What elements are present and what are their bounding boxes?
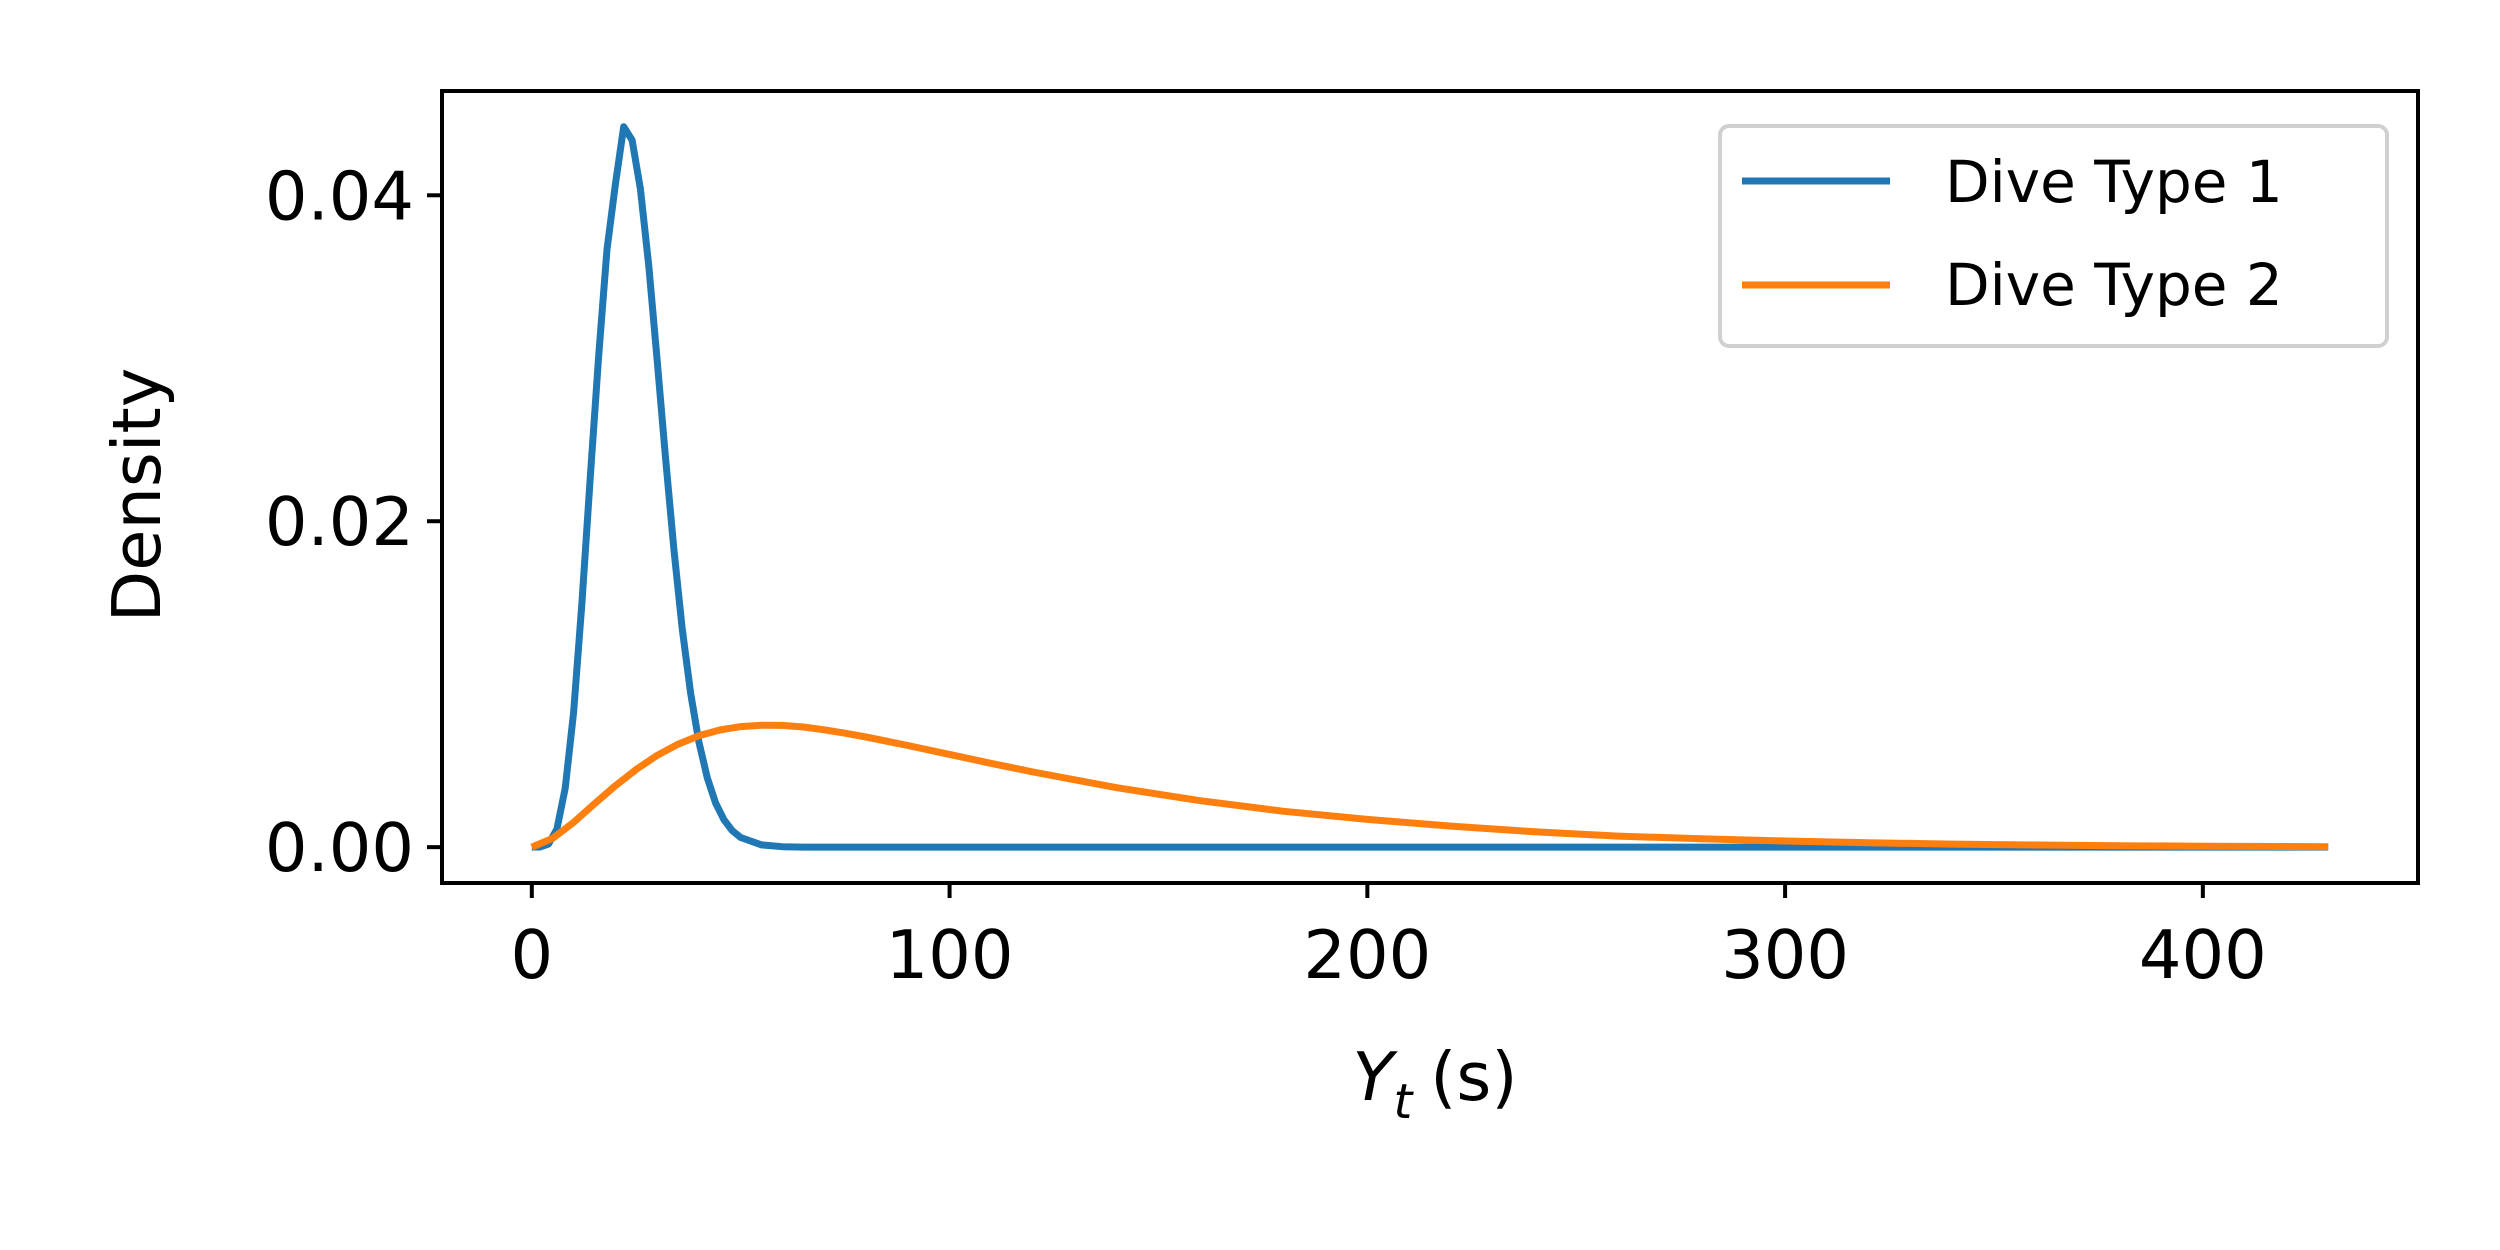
x-axis-label-unit: (s) <box>1430 1038 1517 1116</box>
x-axis-label-variable: Y <box>1353 1038 1399 1116</box>
x-tick-label: 300 <box>1721 916 1849 994</box>
x-tick-label: 100 <box>886 916 1014 994</box>
y-tick-label: 0.00 <box>265 809 414 887</box>
legend: Dive Type 1 Dive Type 2 <box>1718 124 2389 348</box>
series-line-dive-type-2 <box>530 721 2329 851</box>
plot-lines <box>530 123 2329 851</box>
series-line-dive-type-1 <box>531 123 2329 851</box>
y-tick-label: 0.04 <box>265 157 414 235</box>
x-tick-label: 400 <box>2139 916 2267 994</box>
x-tick-label: 0 <box>510 916 553 994</box>
axis-ticks: 0 100 200 300 400 0.00 0.02 0.04 <box>265 157 2267 994</box>
y-tick-label: 0.02 <box>265 483 414 561</box>
y-axis-label: Density <box>98 368 176 623</box>
legend-label-dive-type-1: Dive Type 1 <box>1945 148 2283 216</box>
legend-label-dive-type-2: Dive Type 2 <box>1945 251 2283 319</box>
x-axis-label-subscript: t <box>1393 1074 1414 1130</box>
plot-frame <box>440 89 2420 885</box>
x-tick-label: 200 <box>1303 916 1431 994</box>
x-axis-label: Yt (s) <box>1353 1038 1518 1130</box>
